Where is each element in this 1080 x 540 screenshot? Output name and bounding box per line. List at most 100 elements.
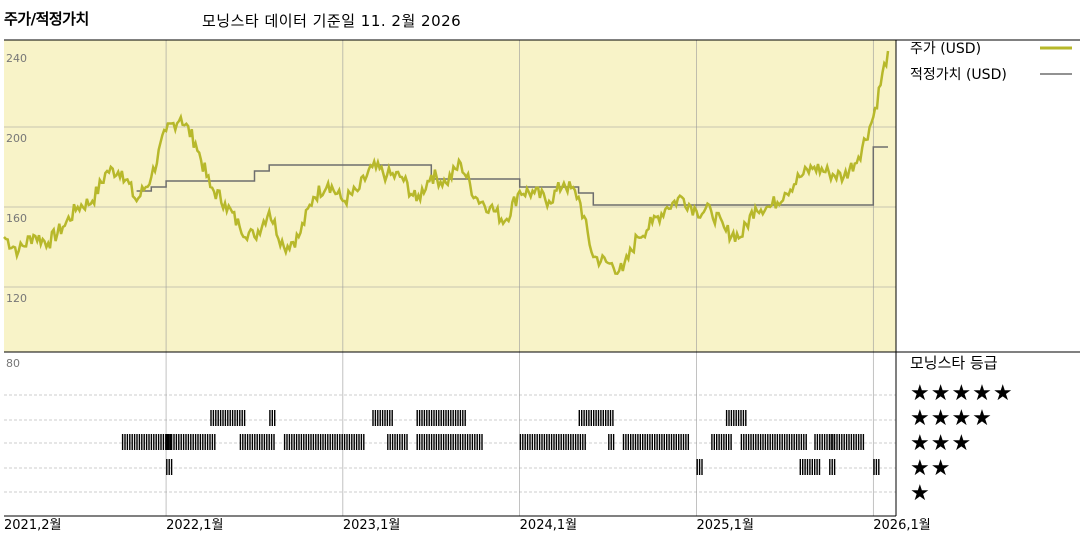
rating-tick <box>848 434 850 450</box>
rating-tick <box>534 434 536 450</box>
rating-tick <box>210 410 212 426</box>
rating-segment <box>269 410 276 426</box>
rating-tick <box>243 410 246 426</box>
rating-tick <box>578 410 580 426</box>
rating-tick <box>418 410 421 426</box>
rating-tick <box>298 434 300 450</box>
rating-tick <box>602 410 604 426</box>
rating-tick <box>850 434 853 450</box>
rating-tick <box>816 459 818 475</box>
rating-tick <box>199 434 202 450</box>
rating-tick <box>574 434 577 450</box>
rating-tick <box>459 434 462 450</box>
rating-tick <box>795 434 798 450</box>
rating-tick <box>783 434 786 450</box>
rating-tick <box>637 434 639 450</box>
rating-tick <box>153 434 155 450</box>
rating-tick <box>725 410 728 426</box>
rating-tick <box>170 434 173 450</box>
rating-tick <box>833 434 836 450</box>
rating-tick <box>435 410 438 426</box>
rating-segment <box>416 410 466 426</box>
x-tick-label: 2023,1월 <box>343 518 400 533</box>
rating-tick <box>609 410 612 426</box>
rating-tick <box>579 434 582 450</box>
rating-tick <box>416 410 418 426</box>
rating-tick <box>666 434 668 450</box>
rating-tick <box>363 434 365 450</box>
rating-tick <box>401 434 403 450</box>
rating-tick <box>798 434 800 450</box>
rating-tick <box>231 410 234 426</box>
rating-tick <box>406 434 408 450</box>
rating-tick <box>661 434 663 450</box>
x-tick-label: 2022,1월 <box>166 518 223 533</box>
rating-tick <box>656 434 658 450</box>
rating-segment <box>608 434 615 450</box>
legend: 주가 (USD) 적정가치 (USD) <box>910 41 1072 83</box>
rating-tick <box>168 459 170 475</box>
rating-tick <box>814 459 816 475</box>
rating-bars <box>121 410 880 475</box>
rating-tick <box>166 434 168 450</box>
rating-tick <box>670 434 673 450</box>
rating-tick <box>317 434 319 450</box>
rating-tick <box>583 410 585 426</box>
rating-tick <box>838 434 841 450</box>
rating-title: 모닝스타 등급 <box>910 354 998 372</box>
rating-tick <box>642 434 644 450</box>
rating-tick <box>423 410 426 426</box>
rating-tick <box>126 434 129 450</box>
rating-segment <box>873 459 880 475</box>
rating-segment <box>166 459 173 475</box>
rating-tick <box>457 434 459 450</box>
grid-lines <box>4 40 896 516</box>
rating-tick <box>590 410 592 426</box>
rating-tick <box>550 434 553 450</box>
rating-tick <box>805 434 807 450</box>
rating-tick <box>175 434 178 450</box>
rating-tick <box>384 410 386 426</box>
rating-tick <box>187 434 190 450</box>
rating-tick <box>627 434 629 450</box>
rating-tick <box>779 434 781 450</box>
rating-tick <box>855 434 857 450</box>
rating-segment <box>283 434 365 450</box>
rating-tick <box>538 434 541 450</box>
rating-tick <box>374 410 377 426</box>
rating-tick <box>668 434 670 450</box>
rating-tick <box>339 434 341 450</box>
x-tick-label: 2026,1월 <box>873 518 930 533</box>
rating-tick <box>426 410 428 426</box>
rating-tick <box>774 434 776 450</box>
rating-tick <box>423 434 426 450</box>
rating-tick <box>447 410 450 426</box>
rating-tick <box>764 434 767 450</box>
rating-tick <box>730 410 733 426</box>
rating-tick <box>452 410 454 426</box>
rating-tick <box>673 434 675 450</box>
rating-tick <box>845 434 848 450</box>
rating-tick <box>358 434 360 450</box>
rating-tick <box>582 434 584 450</box>
rating-tick <box>310 434 312 450</box>
rating-tick <box>735 410 737 426</box>
rating-tick <box>457 410 459 426</box>
rating-tick <box>157 434 160 450</box>
rating-tick <box>723 434 725 450</box>
rating-segment <box>799 459 821 475</box>
price-line <box>3 50 890 275</box>
rating-tick <box>560 434 562 450</box>
rating-tick <box>658 434 661 450</box>
rating-tick <box>565 434 567 450</box>
rating-tick <box>612 410 614 426</box>
rating-tick <box>133 434 136 450</box>
rating-tick <box>651 434 653 450</box>
rating-tick <box>261 434 263 450</box>
rating-tick <box>219 410 222 426</box>
rating-tick <box>227 410 229 426</box>
rating-tick <box>878 459 880 475</box>
rating-tick <box>391 434 394 450</box>
rating-tick <box>718 434 720 450</box>
rating-tick <box>841 434 843 450</box>
